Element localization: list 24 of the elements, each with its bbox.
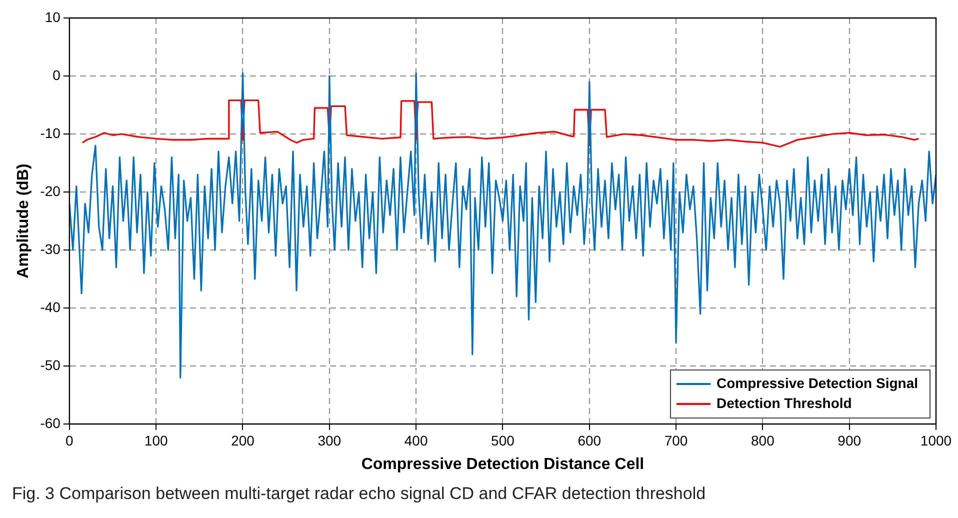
x-tick-label: 100 [144,432,168,448]
caption: Fig. 3 Comparison between multi-target radar echo signal CD and CFAR detection threshold [12,484,706,504]
y-tick-label: 10 [44,8,61,25]
y-tick-label: -30 [40,240,61,257]
y-tick-label: 0 [52,66,61,83]
x-tick-label: 400 [404,432,428,448]
x-tick-label: 300 [318,432,342,448]
y-tick-label: -50 [40,356,61,373]
legend-label: Detection Threshold [716,394,852,411]
legend-label: Compressive Detection Signal [716,374,918,391]
x-axis-title: Compressive Detection Distance Cell [361,456,644,473]
x-tick-label: 0 [66,432,74,448]
y-tick-label: -40 [40,298,61,315]
y-tick-label: -10 [40,124,61,141]
x-tick-label: 1000 [920,432,952,448]
x-tick-label: 900 [838,432,862,448]
x-tick-label: 600 [578,432,602,448]
x-tick-label: 800 [751,432,775,448]
y-tick-label: -60 [40,414,61,431]
x-tick-label: 700 [664,432,688,448]
y-tick-label: -20 [40,182,61,199]
x-tick-label: 200 [231,432,255,448]
y-axis-title: Amplitude (dB) [15,164,32,278]
x-tick-label: 500 [491,432,515,448]
